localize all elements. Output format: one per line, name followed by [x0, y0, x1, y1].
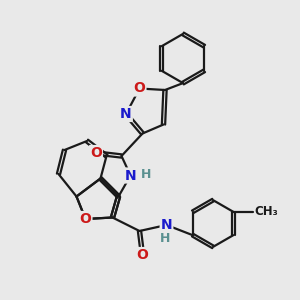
Text: O: O: [134, 82, 146, 95]
Text: O: O: [136, 248, 148, 262]
Text: O: O: [80, 212, 92, 226]
Text: H: H: [141, 167, 151, 181]
Text: N: N: [161, 218, 172, 232]
Text: H: H: [160, 232, 170, 245]
Text: N: N: [125, 169, 136, 182]
Text: N: N: [120, 107, 132, 121]
Text: CH₃: CH₃: [254, 205, 278, 218]
Text: O: O: [90, 146, 102, 160]
